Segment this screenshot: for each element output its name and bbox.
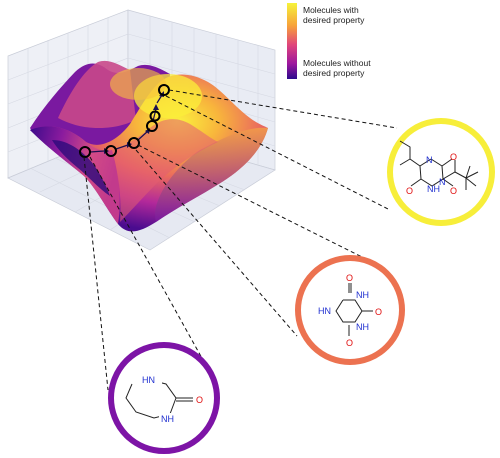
bottom-atom-hn: HN	[142, 375, 155, 385]
optimization-path	[79, 84, 170, 158]
color-legend: Molecules with desired property Molecule…	[287, 3, 371, 79]
legend-bottom-label-line2: desired property	[303, 68, 365, 78]
path-node-4	[146, 120, 158, 132]
middle-atom-o-2: O	[375, 307, 382, 317]
property-surface	[30, 60, 268, 232]
bottom-atom-nh: NH	[161, 414, 174, 424]
path-node-2	[105, 145, 117, 157]
middle-atom-nh-2: NH	[356, 322, 369, 332]
middle-atom-hn: HN	[318, 306, 331, 316]
middle-atom-nh-1: NH	[356, 290, 369, 300]
top-atom-o-3: O	[406, 186, 413, 196]
molecule-top: N N NH O O O	[387, 118, 495, 226]
legend-bottom-label-line1: Molecules without	[303, 58, 371, 68]
path-node-1	[79, 146, 91, 158]
legend-colorbar	[287, 3, 297, 79]
middle-atom-o-3: O	[346, 338, 353, 348]
molecule-bottom: HN NH O	[108, 342, 220, 454]
top-atom-o-2: O	[450, 186, 457, 196]
top-atom-o-1: O	[450, 152, 457, 162]
top-atom-nh: NH	[427, 184, 440, 194]
top-atom-n-2: N	[439, 177, 446, 187]
legend-top-label-line1: Molecules with	[303, 5, 359, 15]
top-atom-n-1: N	[426, 155, 433, 165]
connector-lines	[83, 89, 398, 391]
path-node-3	[128, 137, 140, 149]
molecule-bottom-ring	[108, 342, 220, 454]
legend-top-label-line2: desired property	[303, 15, 365, 25]
molecule-middle-ring	[295, 255, 405, 365]
path-node-5	[149, 110, 161, 122]
molecule-middle: O NH O NH O HN	[295, 255, 405, 365]
bottom-atom-o: O	[196, 395, 203, 405]
molecule-top-ring	[387, 118, 495, 226]
middle-atom-o-1: O	[346, 273, 353, 283]
